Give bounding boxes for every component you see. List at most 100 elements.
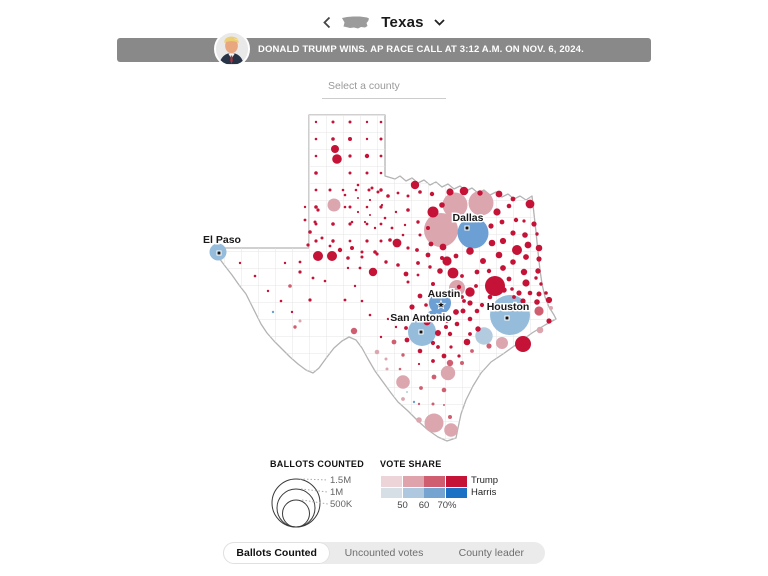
county-bubble[interactable] (488, 239, 496, 247)
county-bubble[interactable] (308, 230, 312, 234)
county-bubble[interactable] (427, 206, 439, 218)
county-bubble[interactable] (348, 171, 352, 175)
county-bubble[interactable] (314, 137, 318, 141)
county-bubble[interactable] (313, 251, 323, 261)
county-bubble[interactable] (513, 217, 519, 223)
county-bubble[interactable] (365, 239, 369, 243)
county-bubble[interactable] (253, 274, 257, 278)
county-bubble[interactable] (316, 208, 320, 212)
county-bubble[interactable] (346, 266, 350, 270)
county-bubble[interactable] (544, 291, 548, 295)
county-bubble[interactable] (293, 325, 297, 329)
county-bubble[interactable] (365, 137, 369, 141)
county-bubble[interactable] (486, 303, 492, 309)
county-bubble[interactable] (396, 263, 400, 267)
county-bubble[interactable] (460, 308, 466, 314)
county-bubble[interactable] (412, 400, 416, 404)
county-bubble[interactable] (463, 338, 471, 346)
county-bubble[interactable] (406, 391, 408, 393)
county-bubble[interactable] (379, 171, 383, 175)
county-bubble[interactable] (516, 290, 522, 296)
county-bubble[interactable] (365, 171, 369, 175)
county-bubble[interactable] (428, 208, 432, 212)
county-bubble[interactable] (374, 349, 380, 355)
county-bubble[interactable] (348, 205, 352, 209)
county-bubble[interactable] (453, 309, 459, 315)
county-bubble[interactable] (506, 276, 512, 282)
county-bubble[interactable] (327, 198, 341, 212)
county-bubble[interactable] (331, 239, 335, 243)
county-bubble[interactable] (368, 313, 372, 317)
county-bubble[interactable] (437, 268, 443, 274)
county-bubble[interactable] (449, 345, 453, 349)
county-bubble[interactable] (350, 327, 358, 335)
county-bubble[interactable] (410, 180, 420, 190)
county-bubble[interactable] (323, 279, 327, 283)
county-bubble[interactable] (341, 188, 345, 192)
county-bubble[interactable] (416, 417, 422, 423)
county-bubble[interactable] (418, 233, 422, 237)
tab-ballots-counted[interactable]: Ballots Counted (223, 542, 331, 564)
county-bubble[interactable] (440, 256, 444, 260)
county-bubble[interactable] (368, 198, 372, 202)
county-bubble[interactable] (539, 282, 543, 286)
county-bubble[interactable] (467, 300, 473, 306)
county-bubble[interactable] (306, 243, 310, 247)
county-bubble[interactable] (424, 213, 458, 247)
county-bubble[interactable] (379, 188, 383, 192)
county-bubble[interactable] (441, 353, 447, 359)
county-bubble[interactable] (510, 259, 516, 265)
county-bubble[interactable] (288, 284, 292, 288)
county-bubble[interactable] (392, 238, 402, 248)
county-bubble[interactable] (356, 183, 360, 187)
county-bubble[interactable] (384, 260, 388, 264)
county-bubble[interactable] (417, 362, 421, 366)
county-bubble[interactable] (398, 367, 402, 371)
county-bubble[interactable] (496, 209, 500, 213)
county-bubble[interactable] (453, 253, 459, 259)
county-bubble[interactable] (488, 223, 494, 229)
county-bubble[interactable] (431, 359, 435, 363)
county-bubble[interactable] (460, 361, 464, 365)
county-bubble[interactable] (487, 294, 493, 300)
county-bubble[interactable] (343, 298, 347, 302)
county-bubble[interactable] (406, 280, 410, 284)
county-bubble[interactable] (238, 261, 242, 265)
county-bubble[interactable] (460, 274, 464, 278)
county-bubble[interactable] (467, 316, 473, 322)
county-bubble[interactable] (549, 306, 553, 310)
county-bubble[interactable] (475, 327, 493, 345)
county-bubble[interactable] (383, 216, 387, 220)
county-bubble[interactable] (428, 265, 432, 269)
county-bubble[interactable] (512, 295, 516, 299)
county-bubble[interactable] (343, 205, 347, 209)
county-bubble[interactable] (468, 332, 472, 336)
county-bubble[interactable] (424, 413, 444, 433)
county-bubble[interactable] (510, 230, 516, 236)
county-bubble[interactable] (459, 186, 469, 196)
county-bubble[interactable] (495, 190, 503, 198)
county-bubble[interactable] (331, 137, 335, 141)
county-bubble[interactable] (522, 219, 526, 223)
county-bubble[interactable] (490, 295, 530, 335)
county-bubble[interactable] (388, 238, 392, 242)
county-bubble[interactable] (369, 214, 371, 216)
county-bubble[interactable] (357, 197, 359, 199)
county-bubble[interactable] (439, 202, 445, 208)
county-bubble[interactable] (495, 251, 503, 259)
county-bubble[interactable] (401, 353, 405, 357)
county-bubble[interactable] (435, 330, 441, 336)
county-bubble[interactable] (404, 337, 410, 343)
county-bubble[interactable] (534, 276, 538, 280)
county-bubble[interactable] (496, 337, 508, 349)
county-bubble[interactable] (404, 326, 408, 330)
county-bubble[interactable] (426, 226, 430, 230)
county-bubble[interactable] (512, 245, 522, 255)
county-bubble[interactable] (425, 252, 431, 258)
county-bubble[interactable] (444, 325, 448, 329)
county-bubble[interactable] (266, 289, 270, 293)
county-bubble[interactable] (406, 194, 410, 198)
county-bubble[interactable] (370, 186, 374, 190)
county-bubble[interactable] (477, 190, 483, 196)
county-bubble[interactable] (350, 246, 354, 250)
